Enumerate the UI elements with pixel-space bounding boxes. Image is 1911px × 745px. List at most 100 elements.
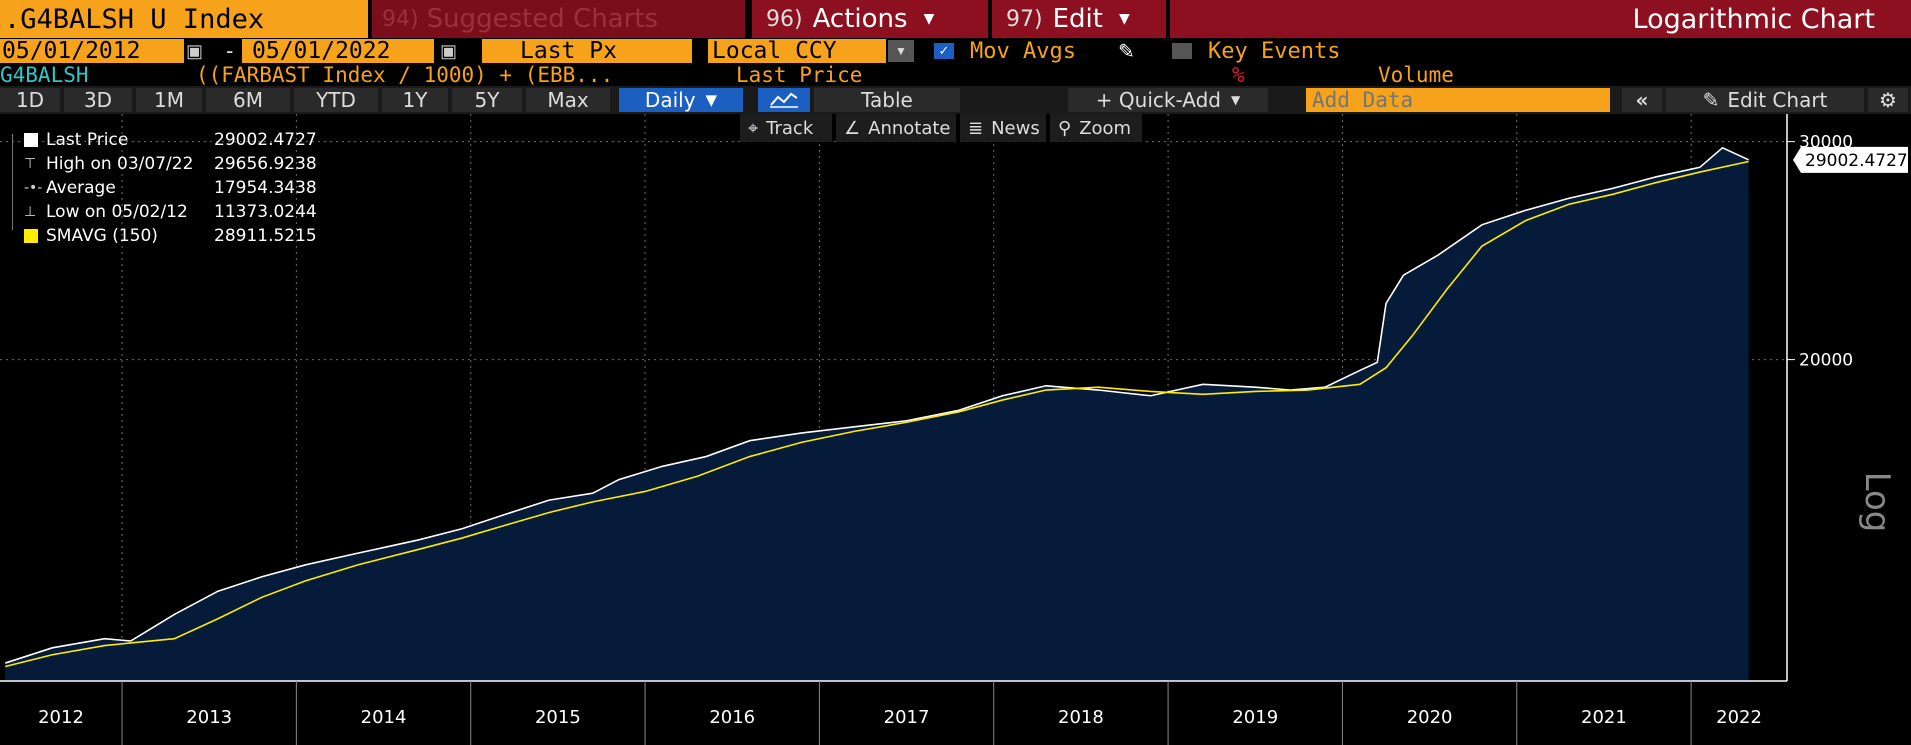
period-button-1d[interactable]: 1D	[0, 88, 60, 112]
zoom-tool[interactable]: ⚲ Zoom	[1050, 114, 1142, 142]
formula-text[interactable]: ((FARBAST Index / 1000) + (EBB...	[196, 64, 614, 86]
period-button-1m[interactable]: 1M	[136, 88, 202, 112]
currency-select[interactable]: Local CCY	[708, 39, 886, 63]
x-tick-label: 2016	[709, 707, 755, 728]
chart-legend[interactable]: Last Price 29002.4727 ⊤ High on 03/07/22 296…	[0, 128, 320, 248]
last-price-tag-text: 29002.4727	[1805, 151, 1908, 171]
field-select[interactable]: Last Px	[482, 39, 692, 63]
x-tick-label: 2017	[884, 707, 930, 728]
chart-title-bar: Logarithmic Chart	[1170, 0, 1911, 38]
collapse-icon[interactable]: «	[1622, 88, 1662, 112]
chevron-down-icon: ▼	[705, 91, 718, 109]
search-icon: ⚲	[1058, 117, 1072, 139]
news-icon: ≣	[968, 117, 984, 139]
legend-row[interactable]: -•- Average 17954.3438	[0, 176, 320, 200]
period-button-max[interactable]: Max	[526, 88, 610, 112]
x-tick-label: 2013	[186, 707, 232, 728]
legend-marker-icon: ⊥	[24, 204, 37, 220]
legend-marker-icon: -•-	[24, 180, 43, 196]
quick-add-label: + Quick-Add	[1095, 88, 1221, 112]
period-button-1y[interactable]: 1Y	[382, 88, 448, 112]
end-date-field[interactable]: 05/01/2022	[242, 39, 434, 63]
track-tool[interactable]: ⌖ Track	[740, 114, 832, 142]
legend-name: Low on 05/02/12	[46, 202, 188, 222]
track-label: Track	[766, 117, 814, 139]
news-tool[interactable]: ≣ News	[960, 114, 1046, 142]
chart-tools: ⌖ Track ∠ Annotate ≣ News ⚲ Zoom	[0, 114, 1911, 142]
calendar-icon[interactable]: ▣	[186, 40, 204, 61]
legend-row[interactable]: ⊤ High on 03/07/22 29656.9238	[0, 152, 320, 176]
pencil-icon: ✎	[1702, 88, 1720, 112]
legend-swatch	[24, 133, 38, 147]
x-axis-ticks: 2012 2013 2014 2015 2016 2017 2018 2019 2020 2021…	[38, 681, 1762, 745]
legend-marker-icon: ⊤	[24, 156, 37, 172]
legend-row[interactable]: SMAVG (150) 28911.5215	[0, 224, 320, 248]
formula-row: G4BALSH ((FARBAST Index / 1000) + (EBB..…	[0, 64, 1911, 86]
frequency-select[interactable]: Daily ▼	[619, 88, 743, 112]
legend-name: High on 03/07/22	[46, 154, 194, 174]
volume-label: Volume	[1378, 64, 1454, 86]
price-area-fill	[5, 147, 1749, 682]
calendar-icon[interactable]: ▣	[440, 40, 458, 61]
chevron-down-icon: ▼	[1118, 11, 1130, 27]
edit-button[interactable]: 97) Edit ▼	[992, 0, 1166, 38]
annotate-icon: ∠	[844, 117, 861, 139]
add-data-input[interactable]	[1306, 88, 1610, 112]
table-button[interactable]: Table	[814, 88, 960, 112]
mov-avgs-checkbox[interactable]: ✓	[934, 43, 954, 59]
period-button-6m[interactable]: 6M	[206, 88, 290, 112]
period-button-3d[interactable]: 3D	[64, 88, 132, 112]
y-tick-label: 20000	[1799, 351, 1853, 371]
smavg-line	[5, 160, 1749, 668]
edit-chart-label: Edit Chart	[1727, 88, 1828, 112]
legend-value: 28911.5215	[214, 226, 317, 246]
x-tick-label: 2015	[535, 707, 581, 728]
actions-label: Actions	[812, 4, 908, 34]
start-date-field[interactable]: 05/01/2012	[0, 39, 184, 63]
news-label: News	[991, 117, 1040, 139]
gear-icon[interactable]: ⚙	[1868, 88, 1908, 112]
legend-row[interactable]: Last Price 29002.4727	[0, 128, 320, 152]
legend-name: Last Price	[46, 130, 129, 150]
crosshair-icon: ⌖	[748, 117, 759, 139]
annotate-tool[interactable]: ∠ Annotate	[836, 114, 956, 142]
chart-title: Logarithmic Chart	[1632, 3, 1876, 35]
line-chart-icon[interactable]	[758, 88, 810, 112]
suggested-charts-button[interactable]: 94) Suggested Charts	[372, 0, 745, 38]
log-scale-label: Log	[1857, 472, 1897, 533]
currency-dropdown-chevron-icon[interactable]: ▼	[888, 40, 914, 62]
period-button-5y[interactable]: 5Y	[452, 88, 522, 112]
x-tick-label: 2020	[1407, 707, 1453, 728]
controls-row: 05/01/2012 ▣ - 05/01/2022 ▣ Last Px Loca…	[0, 38, 1911, 64]
legend-swatch	[24, 229, 38, 243]
percent-label: %	[1232, 64, 1245, 86]
actions-number: 96)	[766, 6, 803, 32]
legend-value: 29002.4727	[214, 130, 317, 150]
edit-chart-button[interactable]: ✎ Edit Chart	[1666, 88, 1864, 112]
zoom-label: Zoom	[1079, 117, 1132, 139]
title-toolbar: .G4BALSH U Index 94) Suggested Charts 96…	[0, 0, 1911, 38]
legend-name: SMAVG (150)	[46, 226, 158, 246]
legend-row[interactable]: ⊥ Low on 05/02/12 11373.0244	[0, 200, 320, 224]
mov-avgs-label[interactable]: Mov Avgs	[970, 38, 1076, 64]
legend-value: 11373.0244	[214, 202, 317, 222]
period-toolbar: 1D 3D 1M 6M YTD 1Y 5Y Max Daily ▼ Table + Quick…	[0, 86, 1911, 114]
key-events-label[interactable]: Key Events	[1208, 38, 1341, 64]
legend-value: 29656.9238	[214, 154, 317, 174]
x-tick-label: 2014	[361, 707, 407, 728]
x-tick-label: 2018	[1058, 707, 1104, 728]
x-tick-label: 2012	[38, 707, 84, 728]
x-tick-label: 2019	[1232, 707, 1278, 728]
actions-button[interactable]: 96) Actions ▼	[752, 0, 988, 38]
key-events-checkbox[interactable]	[1172, 43, 1192, 59]
ticker-field[interactable]: .G4BALSH U Index	[0, 0, 368, 38]
quick-add-button[interactable]: + Quick-Add ▼	[1068, 88, 1268, 112]
edit-label: Edit	[1052, 4, 1103, 34]
legend-value: 17954.3438	[214, 178, 317, 198]
x-tick-label: 2022	[1716, 707, 1762, 728]
last-price-tag: 29002.4727	[1793, 146, 1908, 173]
period-button-ytd[interactable]: YTD	[294, 88, 378, 112]
pencil-icon[interactable]: ✎	[1118, 40, 1135, 63]
legend-name: Average	[46, 178, 116, 198]
